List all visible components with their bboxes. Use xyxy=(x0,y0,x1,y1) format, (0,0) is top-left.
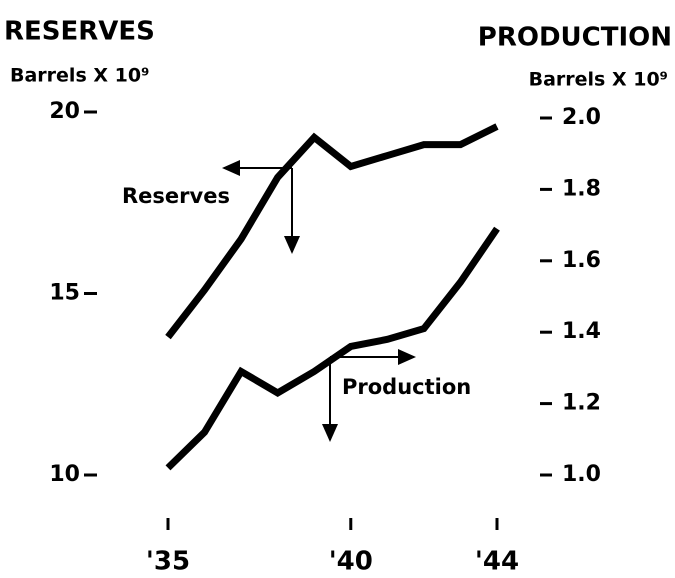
production-pointer xyxy=(322,349,416,442)
series-annotation: Reserves xyxy=(122,184,230,208)
y2-tick-label: 1.8 xyxy=(562,176,601,201)
right-axis-unit: Barrels X 10⁹ xyxy=(529,69,668,91)
y2-tick-label: 1.6 xyxy=(562,248,601,273)
x-tick-label: '40 xyxy=(329,547,373,577)
reserves-pointer xyxy=(222,160,300,254)
y2-tick-label: 1.0 xyxy=(562,462,601,487)
left-axis-unit: Barrels X 10⁹ xyxy=(10,65,149,87)
x-tick-label: '35 xyxy=(146,547,190,577)
left-axis-title: RESERVES xyxy=(4,17,155,47)
series-line xyxy=(165,123,499,340)
x-tick-label: '44 xyxy=(475,547,519,577)
right-axis-title: PRODUCTION xyxy=(478,23,672,53)
y-tick-label: 20 xyxy=(49,99,80,124)
y-tick-label: 10 xyxy=(49,462,80,487)
y2-tick-label: 2.0 xyxy=(562,105,601,130)
series-line xyxy=(165,226,500,471)
series-annotation: Production xyxy=(342,375,471,399)
y-tick-label: 15 xyxy=(49,281,80,306)
y2-tick-label: 1.2 xyxy=(562,391,601,416)
y2-tick-label: 1.4 xyxy=(562,319,601,344)
